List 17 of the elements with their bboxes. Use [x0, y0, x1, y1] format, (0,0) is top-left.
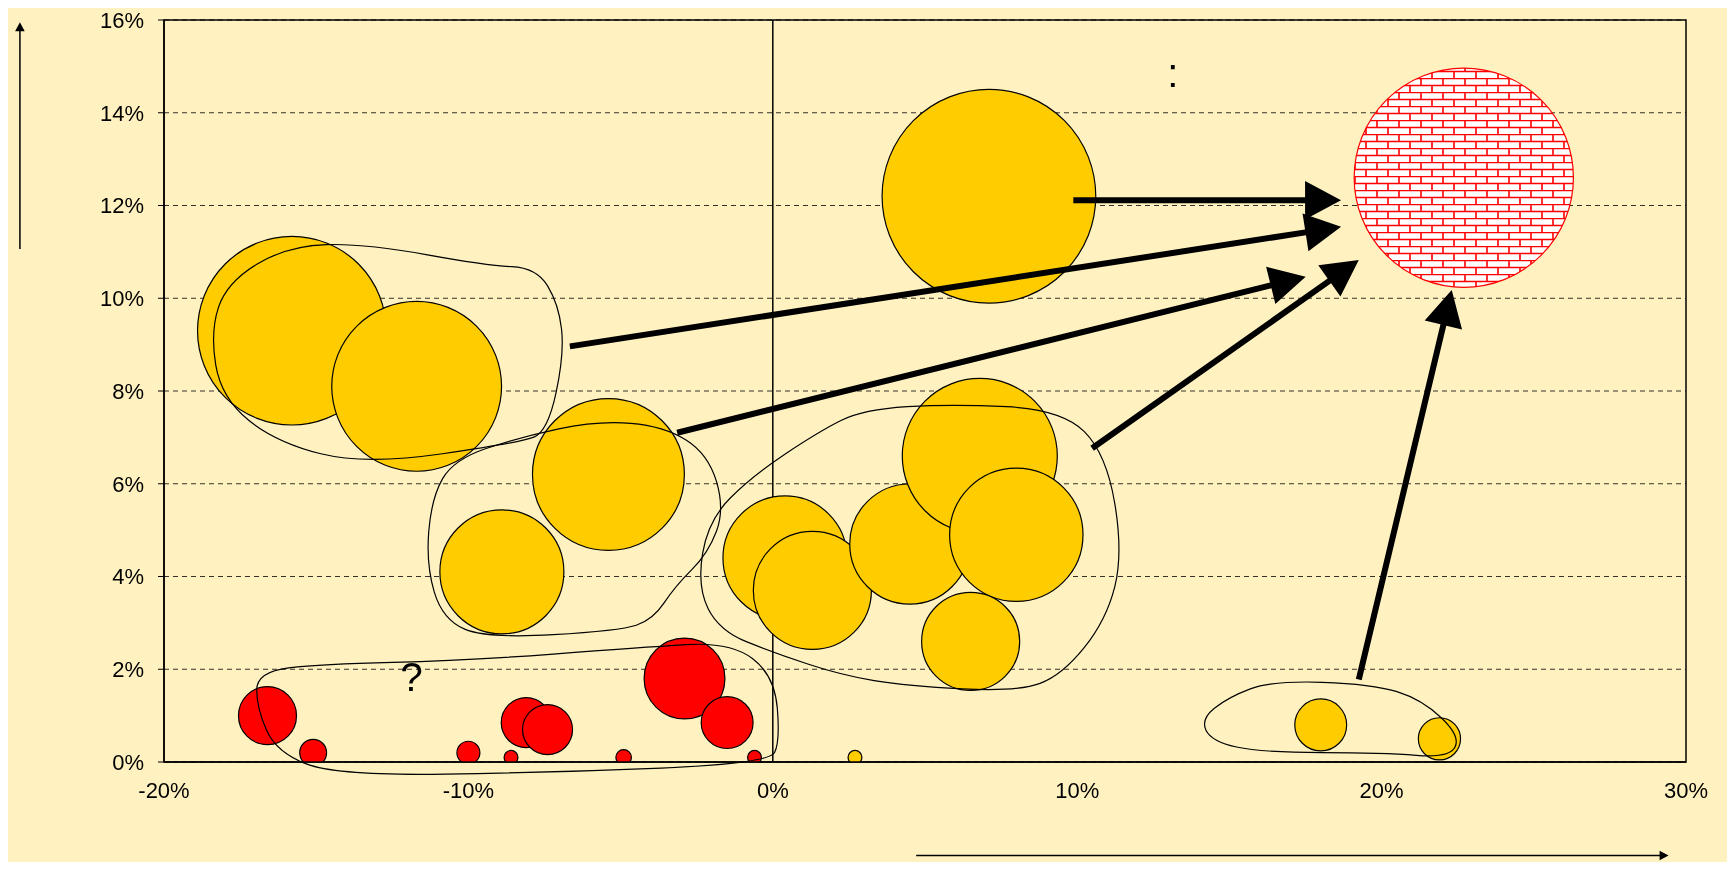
- x-tick-label: 30%: [1663, 777, 1709, 803]
- x-tick-label: -20%: [138, 777, 190, 803]
- x-tick-label: 0%: [756, 777, 789, 803]
- y-tick-label: 0%: [112, 749, 144, 775]
- y-tick-label: 6%: [112, 471, 144, 497]
- x-tick-label: -10%: [442, 777, 495, 803]
- x-tick-label: 10%: [1055, 777, 1100, 803]
- y-tick-label: 14%: [99, 100, 144, 126]
- y-tick-label: 4%: [112, 564, 144, 590]
- y-tick-label: 8%: [112, 378, 144, 404]
- x-tick-label: 20%: [1359, 777, 1404, 803]
- annotation: ?: [400, 655, 423, 700]
- y-tick-label: 16%: [99, 7, 144, 33]
- y-tick-label: 12%: [99, 193, 144, 219]
- y-tick-label: 2%: [112, 657, 144, 683]
- y-tick-label: 10%: [99, 286, 144, 312]
- annotation: :: [1167, 51, 1179, 96]
